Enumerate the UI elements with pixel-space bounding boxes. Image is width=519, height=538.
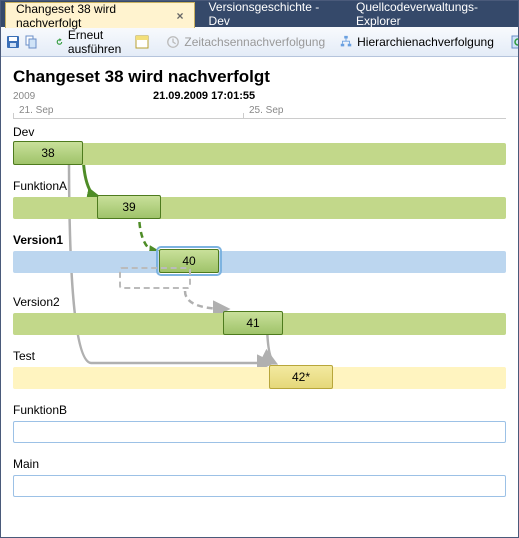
lane-dev-label: Dev xyxy=(13,125,506,139)
changeset-41-label: 41 xyxy=(246,316,259,330)
lane-funktionB-label: FunktionB xyxy=(13,403,506,417)
tab-active-label: Changeset 38 wird nachverfolgt xyxy=(16,2,169,30)
copy-icon[interactable] xyxy=(23,31,39,53)
tab-history-label: Versionsgeschichte - Dev xyxy=(209,0,332,28)
tab-explorer[interactable]: Quellcodeverwaltungs-Explorer xyxy=(346,1,518,27)
lane-version1: 40 xyxy=(13,251,506,273)
close-icon[interactable]: × xyxy=(177,9,184,23)
timeline-header: 2009 21.09.2009 17:01:55 21. Sep 25. Sep xyxy=(13,91,506,119)
timeline-stamp: 21.09.2009 17:01:55 xyxy=(153,90,255,102)
timeline-year: 2009 xyxy=(13,91,35,102)
changeset-39-label: 39 xyxy=(122,200,135,214)
lane-version2-label: Version2 xyxy=(13,295,506,309)
lane-version1-label: Version1 xyxy=(13,233,506,247)
page-title: Changeset 38 wird nachverfolgt xyxy=(13,67,506,87)
rerun-label: Erneut ausführen xyxy=(68,28,126,56)
tab-history[interactable]: Versionsgeschichte - Dev xyxy=(199,1,342,27)
changeset-42[interactable]: 42* xyxy=(269,365,333,389)
lane-test: 42* xyxy=(13,367,506,389)
changeset-42-label: 42* xyxy=(292,370,310,384)
timeline-d1: 21. Sep xyxy=(19,105,53,116)
changeset-40-label: 40 xyxy=(182,254,195,268)
lane-main xyxy=(13,475,506,497)
changeset-41[interactable]: 41 xyxy=(223,311,283,335)
changeset-38[interactable]: 38 xyxy=(13,141,83,165)
timeline-track-button: Zeitachsennachverfolgung xyxy=(160,31,331,53)
lane-version2: 41 xyxy=(13,313,506,335)
changeset-39[interactable]: 39 xyxy=(97,195,161,219)
lane-funktionA-label: FunktionA xyxy=(13,179,506,193)
timeline-d2: 25. Sep xyxy=(249,105,283,116)
lane-funktionA: 39 xyxy=(13,197,506,219)
rerun-button[interactable]: Erneut ausführen xyxy=(49,31,132,53)
tab-active[interactable]: Changeset 38 wird nachverfolgt × xyxy=(5,2,195,28)
hierarchy-track-button[interactable]: Hierarchienachverfolgung xyxy=(333,31,500,53)
lane-funktionB xyxy=(13,421,506,443)
lane-test-label: Test xyxy=(13,349,506,363)
lane-dev: 38 xyxy=(13,143,506,165)
timeline-track-label: Zeitachsennachverfolgung xyxy=(184,35,325,49)
save-icon[interactable] xyxy=(5,31,21,53)
tab-explorer-label: Quellcodeverwaltungs-Explorer xyxy=(356,0,508,28)
changeset-38-label: 38 xyxy=(41,146,54,160)
hierarchy-track-label: Hierarchienachverfolgung xyxy=(357,35,494,49)
ghost-box xyxy=(119,267,191,289)
lane-main-label: Main xyxy=(13,457,506,471)
refresh-icon[interactable] xyxy=(510,31,519,53)
props-icon[interactable] xyxy=(134,31,150,53)
